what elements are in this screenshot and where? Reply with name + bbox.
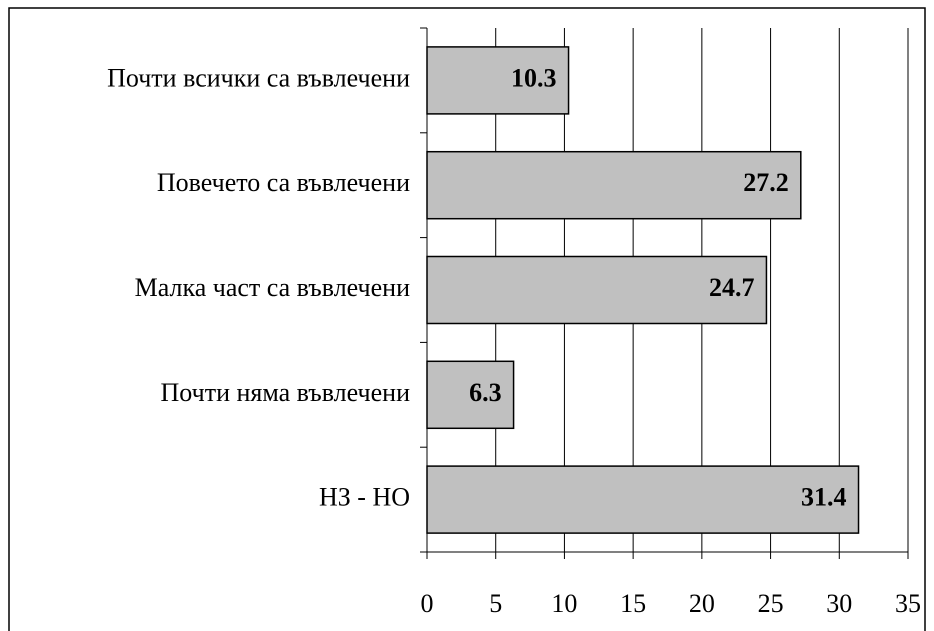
x-tick-label: 10 xyxy=(551,589,577,618)
bar xyxy=(426,465,860,534)
y-tick-label: Почти няма въвлечени xyxy=(161,378,411,407)
x-tick-label: 20 xyxy=(689,589,715,618)
bar xyxy=(426,255,768,325)
x-tick-label: 0 xyxy=(421,589,434,618)
data-label: 6.3 xyxy=(469,378,502,407)
x-tick-label: 35 xyxy=(895,589,921,618)
bar xyxy=(426,360,515,430)
y-tick-label: Почти всички са въвлечени xyxy=(107,63,410,92)
chart-frame xyxy=(8,7,926,631)
data-label: 24.7 xyxy=(709,273,755,302)
x-tick-label: 30 xyxy=(826,589,852,618)
x-tick-label: 15 xyxy=(620,589,646,618)
y-tick-label: Малка част са въвлечени xyxy=(135,273,410,302)
bar xyxy=(426,46,570,115)
data-label: 31.4 xyxy=(801,483,847,512)
data-label: 27.2 xyxy=(743,168,789,197)
data-label: 10.3 xyxy=(511,63,557,92)
x-tick-label: 25 xyxy=(758,589,784,618)
bar xyxy=(426,150,802,220)
x-tick-label: 5 xyxy=(489,589,502,618)
y-tick-label: НЗ - НО xyxy=(319,483,410,512)
y-tick-label: Повечето са въвлечени xyxy=(157,168,410,197)
